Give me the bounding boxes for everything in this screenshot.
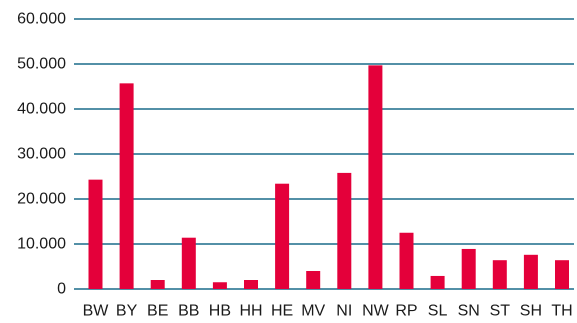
bar-mv <box>306 271 321 289</box>
x-tick-label: BW <box>83 303 110 320</box>
bar-bb <box>181 237 196 289</box>
bar-st <box>492 260 507 289</box>
bar-th <box>555 260 569 289</box>
gridlines <box>74 18 574 290</box>
x-tick-label: HE <box>271 303 293 320</box>
bar-hh <box>244 280 258 289</box>
x-tick-label: TH <box>551 303 572 320</box>
x-axis-ticks: BW BY BE BB HB HH HE MV NI NW RP SL SN ST SH TH <box>83 303 573 320</box>
x-tick-label: SH <box>520 303 542 320</box>
x-tick-label: RP <box>395 303 417 320</box>
bar-sh <box>523 254 538 289</box>
y-tick-label: 20.000 <box>17 191 66 208</box>
x-tick-label: MV <box>301 303 325 320</box>
x-tick-label: NW <box>362 303 390 320</box>
bar-sn <box>461 248 476 289</box>
y-tick-label: 30.000 <box>17 146 66 163</box>
x-tick-label: BE <box>147 303 168 320</box>
y-tick-label: 40.000 <box>17 101 66 118</box>
x-tick-label: ST <box>490 303 511 320</box>
x-tick-label: BY <box>116 303 138 320</box>
bar-rp <box>399 232 414 289</box>
x-tick-label: SN <box>458 303 480 320</box>
bar-be <box>150 280 165 289</box>
y-axis-ticks: 0 10.000 20.000 30.000 40.000 50.000 60.000 <box>17 11 66 298</box>
bar-he <box>275 183 290 289</box>
bar-ni <box>337 172 352 289</box>
bar-bw <box>88 179 103 289</box>
bar-hb <box>212 282 227 289</box>
bars <box>88 65 569 289</box>
bar-nw <box>368 65 383 289</box>
bar-sl <box>430 275 445 289</box>
y-tick-label: 50.000 <box>17 56 66 73</box>
x-tick-label: HH <box>239 303 262 320</box>
bar-by <box>119 83 134 289</box>
x-tick-label: BB <box>178 303 199 320</box>
y-tick-label: 10.000 <box>17 236 66 253</box>
x-tick-label: NI <box>336 303 352 320</box>
y-tick-label: 60.000 <box>17 11 66 28</box>
x-tick-label: SL <box>428 303 448 320</box>
x-tick-label: HB <box>209 303 231 320</box>
y-tick-label: 0 <box>57 281 66 298</box>
